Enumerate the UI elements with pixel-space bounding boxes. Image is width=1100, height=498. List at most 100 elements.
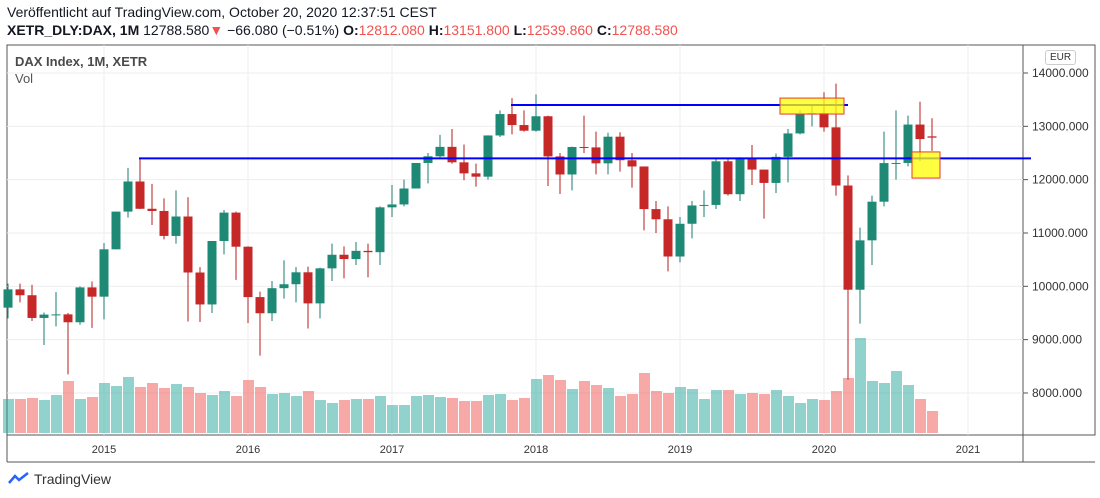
candle-body	[675, 223, 685, 257]
candle-body	[843, 185, 853, 290]
close-label: C:	[596, 22, 612, 38]
volume-bar	[927, 411, 938, 433]
x-tick-label: 2018	[524, 444, 548, 456]
currency-button[interactable]: EUR	[1045, 50, 1077, 65]
candle-body	[543, 116, 553, 157]
candle-body	[507, 114, 517, 126]
candle-body	[219, 212, 229, 241]
volume-bar	[435, 397, 446, 433]
volume-bar	[99, 383, 110, 433]
volume-bar	[555, 380, 566, 433]
volume-bar	[255, 387, 266, 433]
price-axis	[1022, 44, 1096, 436]
candle-body	[867, 201, 877, 241]
volume-bar	[867, 381, 878, 433]
volume-bar	[831, 391, 842, 433]
close-value: 12788.580	[611, 22, 678, 38]
candle-body	[15, 289, 25, 296]
volume-bar	[375, 396, 386, 433]
candle-body	[39, 314, 49, 318]
candle-body	[195, 272, 205, 305]
candle-body	[591, 147, 601, 164]
volume-bar	[219, 391, 230, 433]
volume-bar	[843, 378, 854, 433]
volume-bar	[51, 395, 62, 433]
candle-body	[231, 212, 241, 247]
volume-bar	[675, 387, 686, 433]
volume-bar	[111, 386, 122, 433]
candle-body	[735, 158, 745, 195]
candle-body	[63, 314, 73, 323]
candle-body	[255, 297, 265, 314]
candle-body	[567, 147, 577, 175]
candle-body	[495, 114, 505, 136]
candle-body	[531, 116, 541, 131]
tradingview-logo-icon	[8, 472, 29, 484]
low-value: 12539.860	[526, 22, 593, 38]
y-tick-label: 14000.000	[1032, 66, 1089, 80]
candle-body	[183, 216, 193, 273]
highlight-box	[779, 97, 845, 115]
volume-bar	[507, 400, 518, 433]
volume-bar	[351, 399, 362, 433]
volume-bar	[207, 395, 218, 433]
candle-body	[759, 169, 769, 183]
volume-bar	[135, 387, 146, 433]
candle-body	[327, 254, 337, 269]
open-label: O:	[343, 22, 359, 38]
volume-bar	[531, 379, 542, 433]
volume-bar	[75, 399, 86, 433]
candle-body	[519, 125, 529, 131]
candle-body	[903, 124, 913, 163]
low-label: L:	[513, 22, 527, 38]
volume-bar	[891, 371, 902, 433]
volume-bar	[183, 387, 194, 433]
x-tick-label: 2019	[668, 444, 692, 456]
volume-bar	[543, 375, 554, 433]
candle-body	[267, 288, 277, 314]
x-tick-label: 2020	[812, 444, 836, 456]
y-tick-label: 10000.000	[1032, 279, 1089, 293]
symbol-label: XETR_DLY:DAX, 1M	[7, 22, 140, 38]
highlight-box	[911, 151, 941, 179]
volume-bar	[303, 391, 314, 433]
volume-bar	[795, 403, 806, 433]
candle-body	[831, 127, 841, 186]
volume-bar	[723, 390, 734, 433]
candle-body	[243, 246, 253, 298]
y-tick-label: 8000.000	[1032, 386, 1082, 400]
x-tick-label: 2016	[236, 444, 260, 456]
volume-bar	[279, 393, 290, 433]
volume-bar	[159, 388, 170, 433]
last-price: 12788.580	[143, 22, 210, 38]
candle-body	[411, 162, 421, 189]
candle-body	[159, 210, 169, 236]
candle-body	[687, 205, 697, 224]
chart-legend: DAX Index, 1M, XETR Vol	[15, 53, 147, 87]
volume-bar	[855, 338, 866, 433]
candle-body	[795, 113, 805, 134]
volume-bar	[783, 396, 794, 433]
volume-bar	[663, 393, 674, 433]
volume-bar	[759, 394, 770, 433]
volume-bar	[243, 380, 254, 433]
candle-body	[75, 287, 85, 323]
candle-body	[651, 209, 661, 220]
candle-body	[699, 204, 709, 206]
candle-body	[399, 188, 409, 205]
volume-bar	[231, 396, 242, 433]
volume-bar	[639, 373, 650, 433]
candle-body	[435, 146, 445, 157]
candle-body	[111, 211, 121, 250]
candle-body	[99, 249, 109, 297]
tradingview-logo[interactable]: TradingView	[8, 471, 111, 487]
volume-bar	[423, 395, 434, 433]
candle-body	[891, 162, 901, 164]
legend-volume: Vol	[15, 71, 34, 86]
candle-body	[555, 156, 565, 175]
x-tick-label: 2021	[956, 444, 980, 456]
volume-bar	[519, 398, 530, 433]
volume-bar	[747, 393, 758, 433]
volume-bar	[327, 403, 338, 433]
